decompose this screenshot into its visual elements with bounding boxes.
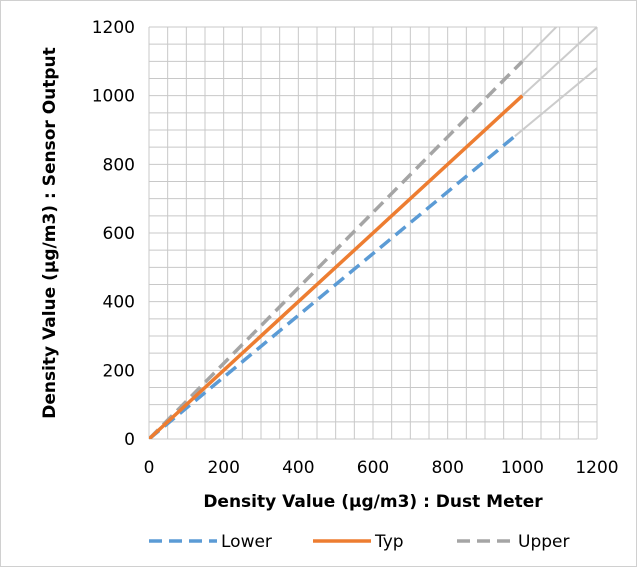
y-tick-label: 1200 <box>92 18 135 38</box>
reference-line <box>514 67 597 137</box>
legend: Lower Typ Upper <box>149 532 569 552</box>
legend-label-typ: Typ <box>374 532 404 552</box>
y-tick-label: 0 <box>124 430 135 450</box>
x-tick-label: 600 <box>357 458 389 478</box>
x-axis-title: Density Value (μg/m3) : Dust Meter <box>203 492 543 512</box>
x-tick-label: 1000 <box>501 458 544 478</box>
series-line-typ <box>149 94 524 439</box>
y-tick-labels: 0 200 400 600 800 1000 1200 <box>92 18 135 450</box>
x-tick-label: 200 <box>207 458 239 478</box>
reference-lines <box>514 27 597 137</box>
x-tick-label: 800 <box>431 458 463 478</box>
x-tick-labels: 0 200 400 600 800 1000 1200 <box>144 458 619 478</box>
y-axis-title: Density Value (μg/m3) : Sensor Output <box>40 47 60 419</box>
x-tick-label: 400 <box>282 458 314 478</box>
y-tick-label: 400 <box>103 293 135 313</box>
y-tick-label: 600 <box>103 224 135 244</box>
reference-line <box>521 27 597 97</box>
y-tick-label: 800 <box>103 155 135 175</box>
legend-label-upper: Upper <box>518 532 569 552</box>
series-lines <box>149 60 524 439</box>
legend-label-lower: Lower <box>221 532 272 552</box>
reference-line <box>521 27 558 63</box>
x-tick-label: 1200 <box>575 458 618 478</box>
y-tick-label: 200 <box>103 361 135 381</box>
x-tick-label: 0 <box>144 458 155 478</box>
series-line-upper <box>149 60 524 439</box>
y-tick-label: 1000 <box>92 87 135 107</box>
